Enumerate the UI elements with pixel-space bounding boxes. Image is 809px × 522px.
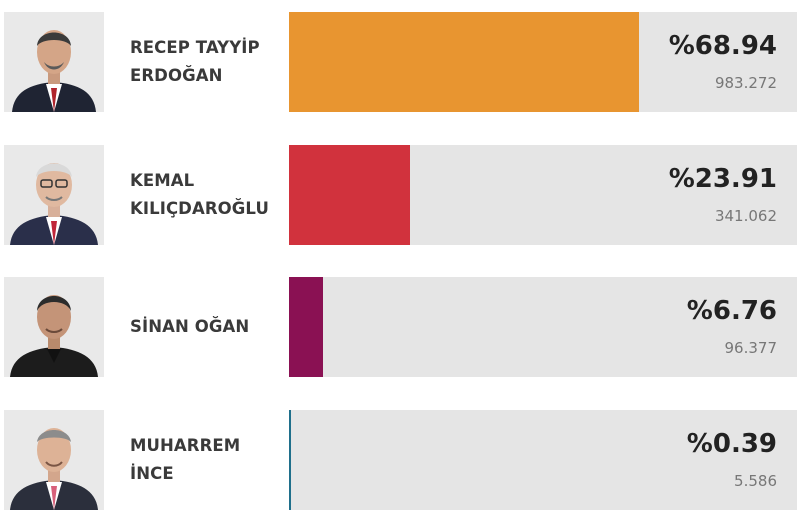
candidate-name-line-1: MUHARREM bbox=[130, 436, 241, 455]
vote-share-bar-track: %68.94 983.272 bbox=[289, 12, 797, 112]
vote-share-bar-track: %0.39 5.586 bbox=[289, 410, 797, 510]
vote-share-bar-track: %23.91 341.062 bbox=[289, 145, 797, 245]
vote-count: 983.272 bbox=[714, 74, 777, 92]
candidate-row-erdogan: RECEP TAYYİP ERDOĞAN %68.94 983.272 bbox=[0, 12, 809, 112]
candidate-name-line-2: İNCE bbox=[130, 464, 174, 483]
candidate-name: KEMAL KILIÇDAROĞLU bbox=[130, 145, 280, 245]
vote-share-bar-track: %6.76 96.377 bbox=[289, 277, 797, 377]
candidate-name-line-1: KEMAL bbox=[130, 171, 195, 190]
candidate-name-line-1: RECEP TAYYİP bbox=[130, 38, 260, 57]
candidate-name-line-1: SİNAN OĞAN bbox=[130, 317, 250, 336]
vote-count: 341.062 bbox=[714, 207, 777, 225]
candidate-photo-icon bbox=[4, 410, 104, 510]
candidate-name: MUHARREM İNCE bbox=[130, 410, 280, 510]
vote-percentage: %0.39 bbox=[686, 429, 777, 459]
vote-share-bar-fill bbox=[289, 145, 410, 245]
candidate-name-line-2: ERDOĞAN bbox=[130, 66, 223, 85]
candidate-photo-icon bbox=[4, 277, 104, 377]
candidate-row-ogan: SİNAN OĞAN %6.76 96.377 bbox=[0, 277, 809, 377]
vote-share-bar-fill bbox=[289, 277, 323, 377]
candidate-name-line-2: KILIÇDAROĞLU bbox=[130, 199, 269, 218]
candidate-row-kilicdaroglu: KEMAL KILIÇDAROĞLU %23.91 341.062 bbox=[0, 145, 809, 245]
vote-percentage: %23.91 bbox=[668, 164, 777, 194]
candidate-name: SİNAN OĞAN bbox=[130, 277, 280, 377]
vote-percentage: %6.76 bbox=[686, 296, 777, 326]
vote-count: 5.586 bbox=[734, 472, 777, 490]
candidate-row-ince: MUHARREM İNCE %0.39 5.586 bbox=[0, 410, 809, 510]
vote-count: 96.377 bbox=[724, 339, 778, 357]
vote-share-bar-fill bbox=[289, 12, 639, 112]
candidate-photo-icon bbox=[4, 145, 104, 245]
candidate-name: RECEP TAYYİP ERDOĞAN bbox=[130, 12, 280, 112]
vote-share-bar-fill bbox=[289, 410, 291, 510]
vote-percentage: %68.94 bbox=[668, 31, 777, 61]
candidate-photo-icon bbox=[4, 12, 104, 112]
